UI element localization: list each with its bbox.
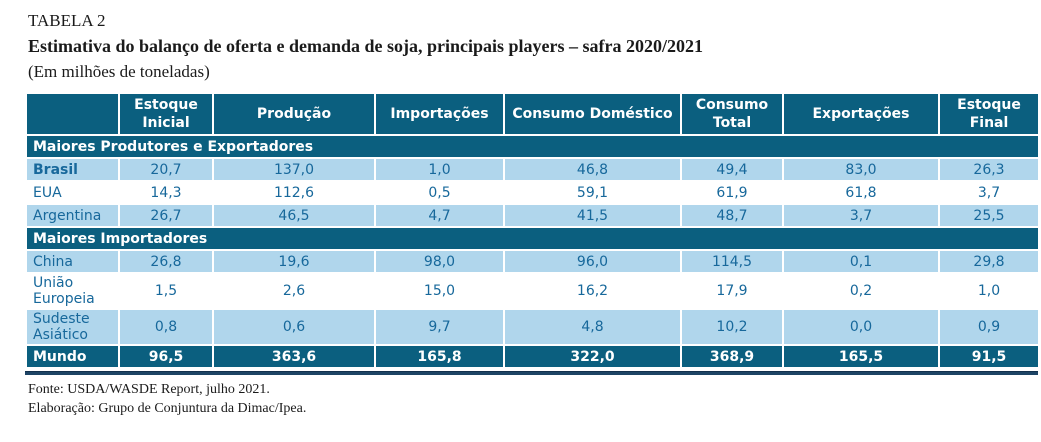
table-bottom-rule: [25, 371, 1038, 376]
value-cell: 17,9: [680, 272, 784, 311]
table-row: Argentina 26,7 46,5 4,7 41,5 48,7 3,7 25,5: [25, 203, 1040, 229]
value-cell: 19,6: [212, 249, 376, 275]
value-cell: 0,2: [782, 272, 940, 311]
value-cell: 15,0: [374, 272, 505, 311]
value-cell: 46,8: [503, 157, 682, 183]
value-cell: 61,9: [680, 180, 784, 206]
column-header-exportacoes: Exportações: [782, 91, 940, 137]
value-cell: 61,8: [782, 180, 940, 206]
value-cell: 41,5: [503, 203, 682, 229]
value-cell: 112,6: [212, 180, 376, 206]
value-cell: 9,7: [374, 308, 505, 347]
value-cell: 14,3: [118, 180, 214, 206]
value-cell: 114,5: [680, 249, 784, 275]
value-cell: 20,7: [118, 157, 214, 183]
value-cell: 1,5: [118, 272, 214, 311]
elaboration-note: Elaboração: Grupo de Conjuntura da Dimac…: [28, 401, 307, 417]
value-cell: 2,6: [212, 272, 376, 311]
table-header: Estoque Inicial Produção Importações Con…: [25, 91, 1040, 137]
source-note: Fonte: USDA/WASDE Report, julho 2021.: [28, 382, 270, 398]
value-cell: 3,7: [938, 180, 1040, 206]
value-cell: 1,0: [374, 157, 505, 183]
value-cell: 26,3: [938, 157, 1040, 183]
value-cell: 98,0: [374, 249, 505, 275]
page: TABELA 2 Estimativa do balanço de oferta…: [25, 10, 1041, 419]
value-cell: 4,7: [374, 203, 505, 229]
soy-balance-table: Estoque Inicial Produção Importações Con…: [25, 91, 1040, 370]
column-header-producao: Produção: [212, 91, 376, 137]
value-cell: 96,5: [118, 344, 214, 370]
row-label: Brasil: [25, 157, 120, 183]
value-cell: 16,2: [503, 272, 682, 311]
value-cell: 59,1: [503, 180, 682, 206]
value-cell: 363,6: [212, 344, 376, 370]
value-cell: 0,0: [782, 308, 940, 347]
table-row: União Europeia 1,5 2,6 15,0 16,2 17,9 0,2 1,0: [25, 272, 1040, 311]
value-cell: 49,4: [680, 157, 784, 183]
value-cell: 322,0: [503, 344, 682, 370]
value-cell: 137,0: [212, 157, 376, 183]
value-cell: 48,7: [680, 203, 784, 229]
footer-notes: Fonte: USDA/WASDE Report, julho 2021. El…: [28, 381, 1041, 419]
section-header-row: Maiores Importadores: [25, 226, 1040, 252]
section-label: Maiores Produtores e Exportadores: [25, 134, 1040, 160]
column-header-estoque-final: Estoque Final: [938, 91, 1040, 137]
value-cell: 0,1: [782, 249, 940, 275]
value-cell: 25,5: [938, 203, 1040, 229]
header-row: Estoque Inicial Produção Importações Con…: [25, 91, 1040, 137]
value-cell: 3,7: [782, 203, 940, 229]
value-cell: 165,8: [374, 344, 505, 370]
row-label: China: [25, 249, 120, 275]
table-row: Brasil 20,7 137,0 1,0 46,8 49,4 83,0 26,3: [25, 157, 1040, 183]
table-row: EUA 14,3 112,6 0,5 59,1 61,9 61,8 3,7: [25, 180, 1040, 206]
section-header-row: Maiores Produtores e Exportadores: [25, 134, 1040, 160]
value-cell: 4,8: [503, 308, 682, 347]
table-row: Sudeste Asiático 0,8 0,6 9,7 4,8 10,2 0,0 0,9: [25, 308, 1040, 347]
value-cell: 26,7: [118, 203, 214, 229]
value-cell: 91,5: [938, 344, 1040, 370]
section-label: Maiores Importadores: [25, 226, 1040, 252]
value-cell: 26,8: [118, 249, 214, 275]
value-cell: 0,8: [118, 308, 214, 347]
column-header-empty: [25, 91, 120, 137]
value-cell: 0,5: [374, 180, 505, 206]
value-cell: 96,0: [503, 249, 682, 275]
column-header-consumo-domestico: Consumo Doméstico: [503, 91, 682, 137]
table-body: Maiores Produtores e Exportadores Brasil 2…: [25, 134, 1040, 370]
value-cell: 0,6: [212, 308, 376, 347]
table-unit-note: (Em milhões de toneladas): [28, 61, 210, 81]
column-header-importacoes: Importações: [374, 91, 505, 137]
value-cell: 165,5: [782, 344, 940, 370]
value-cell: 29,8: [938, 249, 1040, 275]
row-label: Mundo: [25, 344, 120, 370]
value-cell: 46,5: [212, 203, 376, 229]
total-row-mundo: Mundo 96,5 363,6 165,8 322,0 368,9 165,5 91,5: [25, 344, 1040, 370]
column-header-consumo-total: Consumo Total: [680, 91, 784, 137]
value-cell: 0,9: [938, 308, 1040, 347]
column-header-estoque-inicial: Estoque Inicial: [118, 91, 214, 137]
row-label: União Europeia: [25, 272, 120, 311]
row-label: EUA: [25, 180, 120, 206]
row-label: Sudeste Asiático: [25, 308, 120, 347]
value-cell: 1,0: [938, 272, 1040, 311]
value-cell: 83,0: [782, 157, 940, 183]
row-label: Argentina: [25, 203, 120, 229]
value-cell: 368,9: [680, 344, 784, 370]
table-number-label: TABELA 2: [28, 11, 106, 30]
table-title: Estimativa do balanço de oferta e demand…: [28, 35, 703, 56]
value-cell: 10,2: [680, 308, 784, 347]
table-row: China 26,8 19,6 98,0 96,0 114,5 0,1 29,8: [25, 249, 1040, 275]
title-block: TABELA 2 Estimativa do balanço de oferta…: [28, 10, 1041, 83]
